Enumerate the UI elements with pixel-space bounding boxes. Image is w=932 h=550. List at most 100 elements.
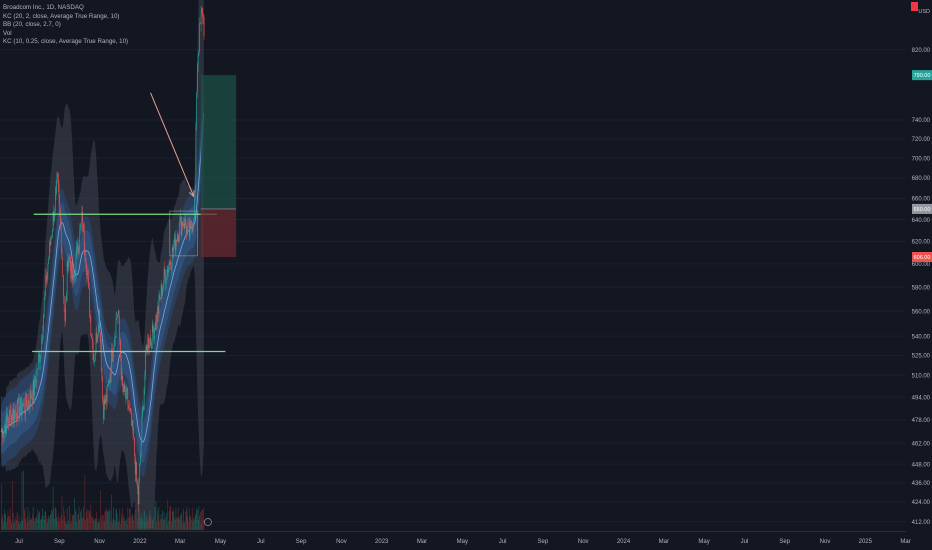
candle-body [130,410,132,413]
volume-bar [55,507,56,530]
top-price-badge [911,2,918,11]
volume-bar [134,514,135,530]
price-tick-label: 700.00 [912,156,931,162]
volume-bar [72,515,73,530]
candle-body [97,332,99,335]
candle-body [197,55,199,65]
volume-bar [112,522,113,530]
price-tick-label: 436.00 [912,481,931,487]
volume-bar [165,517,166,530]
volume-bar [200,512,201,530]
candle-body [109,374,111,384]
legend-kc-20[interactable]: KC (20, 2, close, Average True Range, 10… [3,12,120,20]
candle-body [140,455,141,464]
candle-body [18,398,19,400]
volume-bar [57,520,58,530]
candle-body [132,420,134,434]
volume-bar [40,519,41,530]
volume-bar [73,513,75,530]
volume-bar [84,474,86,530]
candle-body [128,405,129,409]
legend-bb[interactable]: BB (20, close, 2.7, 0) [3,21,61,29]
candle-body [12,409,14,421]
legend-volume[interactable]: Vol [3,29,12,37]
price-tick-label: 600.00 [912,262,931,268]
volume-bar [48,515,49,530]
candle-body [114,337,116,339]
volume-bar [12,512,14,530]
candle-body [3,433,4,438]
price-axis [908,0,932,550]
volume-bar [80,511,81,530]
candle-body [182,221,183,227]
volume-bar [118,521,120,530]
candle-body [71,261,72,279]
candle-body [87,272,89,277]
volume-bar [72,515,74,530]
candle-body [41,339,43,341]
candle-body [142,406,143,417]
candle-body [50,238,52,245]
candle-body [26,405,28,410]
volume-bar [172,508,174,530]
volume-bar [192,521,194,530]
candle-body [164,268,166,275]
volume-bar [123,514,124,530]
candle-body [85,257,86,264]
time-tick-label: Jul [499,539,507,545]
time-tick-label: Jul [741,539,749,545]
scroll-to-latest-icon[interactable] [204,518,212,526]
legend-symbol-line[interactable]: Broadcom Inc., 1D, NASDAQ [3,4,84,11]
candle-body [60,210,61,225]
candle-body [177,233,178,242]
volume-bar [25,518,26,530]
volume-bar [38,511,40,530]
candle-body [135,461,137,475]
volume-bar [116,509,117,530]
candle-body [77,252,79,254]
price-tick-label: 540.00 [912,334,931,340]
volume-bar [1,517,3,530]
volume-bar [35,518,37,530]
candle-body [80,220,82,225]
candle-body [14,410,15,422]
candle-body [151,342,152,349]
candle-body [202,8,203,17]
candle-body [161,284,163,296]
volume-bar [15,518,16,530]
candle-body [101,368,103,380]
volume-bar [86,509,88,530]
volume-bar [60,514,62,530]
volume-bar [160,518,161,530]
volume-bar [38,514,39,530]
legend-kc-10[interactable]: KC (10, 0.25, close, Average True Range,… [3,38,129,46]
price-tick-label: 448.00 [912,462,931,468]
candle-body [139,463,140,480]
candle-body [120,339,121,357]
candle-body [96,332,98,342]
candle-body [153,331,155,341]
volume-bar [106,512,108,530]
candle-body [73,274,75,278]
candle-body [122,375,123,387]
volume-bar [151,519,153,530]
volume-bar [141,513,143,530]
candle-body [180,216,182,236]
candle-body [146,345,147,350]
candle-body [137,481,138,489]
volume-bar [5,513,6,530]
time-tick-label: May [698,539,709,545]
price-tick-label: 720.00 [912,137,931,143]
volume-bar [20,518,22,530]
candle-body [154,328,156,330]
candle-body [103,400,104,420]
candle-body [53,211,55,221]
volume-bar [59,522,61,530]
candle-body [9,410,10,424]
candle-body [13,409,15,422]
candle-body [134,455,136,475]
candle-body [108,380,109,386]
volume-bar [146,514,147,530]
